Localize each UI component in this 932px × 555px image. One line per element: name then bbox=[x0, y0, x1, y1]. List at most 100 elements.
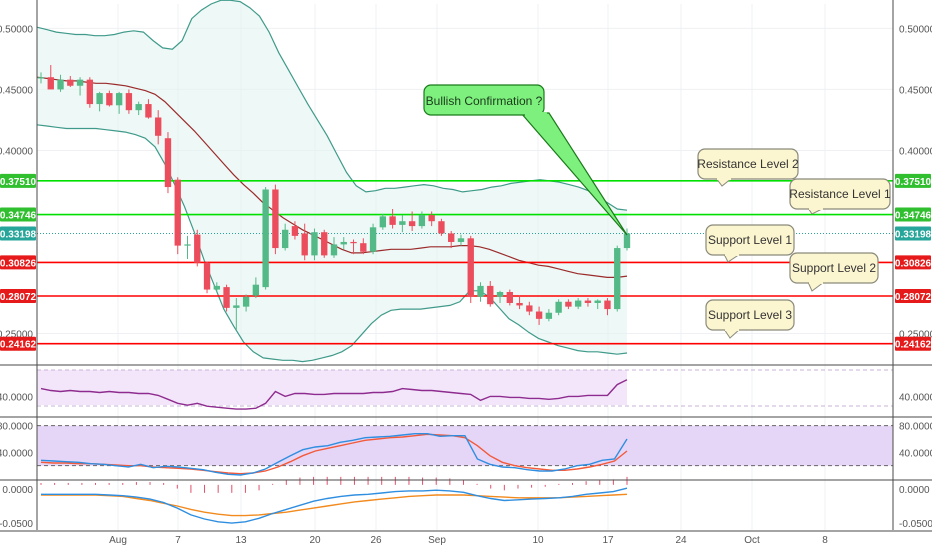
candle bbox=[408, 211, 416, 231]
candle-body bbox=[623, 233, 631, 249]
candle bbox=[360, 238, 367, 255]
candle bbox=[67, 76, 74, 87]
support-level-1-label-join bbox=[725, 252, 739, 256]
indicator2-tick-left: 80.0000 bbox=[0, 422, 33, 433]
last-price-right-tag bbox=[895, 226, 931, 241]
candle-body bbox=[496, 292, 504, 297]
indicator3-tick-right: -0.0500 bbox=[899, 519, 932, 530]
x-tick-label: 13 bbox=[235, 535, 247, 546]
candle-body bbox=[145, 104, 152, 118]
candle bbox=[369, 223, 377, 255]
candle-body bbox=[350, 241, 357, 244]
candle-body bbox=[155, 117, 162, 136]
candle-body bbox=[242, 296, 250, 307]
candle-body bbox=[487, 285, 494, 305]
level-right-2-tag bbox=[895, 255, 931, 270]
indicator1-tick-right: 40.0000 bbox=[899, 392, 932, 403]
level-left-1-tag bbox=[0, 207, 36, 222]
level-left-0-text: 0.37510 bbox=[0, 177, 37, 188]
candle-body bbox=[428, 215, 435, 222]
support-level-1-label-text: Support Level 1 bbox=[708, 233, 792, 247]
candle-body bbox=[115, 93, 123, 106]
last-price-right-text: 0.33198 bbox=[895, 229, 932, 240]
level-left-3-text: 0.28072 bbox=[0, 292, 37, 303]
candles bbox=[37, 65, 631, 330]
candle-body bbox=[555, 301, 562, 313]
candle bbox=[535, 306, 543, 325]
candle bbox=[350, 239, 357, 255]
candle-body bbox=[76, 79, 84, 86]
indicator3-panel-bg bbox=[37, 482, 893, 530]
candle-body bbox=[545, 312, 553, 319]
candle-body bbox=[223, 287, 230, 308]
level-left-0-tag bbox=[0, 173, 36, 188]
resistance-level-2-label-box bbox=[697, 148, 799, 180]
last-price-left-text: 0.33198 bbox=[0, 229, 37, 240]
candle bbox=[125, 89, 133, 114]
candle bbox=[428, 211, 435, 227]
candle-body bbox=[291, 226, 299, 236]
candle bbox=[418, 211, 426, 229]
candle bbox=[477, 282, 484, 302]
candle-body bbox=[506, 292, 513, 303]
candle bbox=[614, 245, 621, 312]
candle-body bbox=[594, 300, 601, 303]
indicator2-d-line bbox=[40, 433, 628, 475]
candle bbox=[242, 294, 250, 312]
level-right-0-text: 0.37510 bbox=[895, 177, 932, 188]
price-tick-left: 0.45000 bbox=[0, 85, 33, 96]
candle bbox=[340, 237, 347, 250]
candle bbox=[526, 301, 533, 316]
indicator1-line bbox=[40, 379, 628, 410]
candle bbox=[496, 290, 504, 303]
candle-body bbox=[184, 244, 191, 246]
candle-body bbox=[164, 138, 172, 188]
candle-body bbox=[584, 300, 592, 303]
price-tick-right: 0.40000 bbox=[899, 146, 932, 157]
x-tick-label: 20 bbox=[309, 535, 321, 546]
candle bbox=[135, 101, 142, 116]
candle bbox=[174, 177, 181, 255]
candle-body bbox=[311, 232, 318, 256]
candle-body bbox=[203, 262, 211, 290]
candle bbox=[281, 223, 289, 251]
x-tick-label: 17 bbox=[602, 535, 614, 546]
candle-body bbox=[272, 189, 279, 249]
level-left-3-tag bbox=[0, 289, 36, 304]
candle bbox=[96, 91, 103, 112]
price-tick-right: 0.50000 bbox=[899, 24, 932, 35]
candle bbox=[379, 213, 387, 230]
candle bbox=[565, 299, 572, 310]
resistance-level-1-label: Resistance Level 1 bbox=[789, 178, 891, 215]
candle bbox=[262, 187, 269, 290]
x-tick-label: 26 bbox=[370, 535, 382, 546]
candle-body bbox=[37, 77, 45, 79]
macd-line bbox=[41, 487, 628, 524]
candle bbox=[37, 72, 45, 84]
indicator2-k-line bbox=[40, 433, 628, 476]
candle bbox=[321, 229, 328, 258]
support-level-2-label: Support Level 2 bbox=[789, 252, 879, 292]
indicator2-band bbox=[37, 425, 893, 466]
x-tick-label: Sep bbox=[428, 535, 446, 546]
candle bbox=[194, 229, 201, 267]
candle bbox=[330, 237, 338, 258]
candle bbox=[76, 77, 84, 96]
candle-body bbox=[408, 221, 416, 227]
candle bbox=[604, 298, 611, 316]
candle-body bbox=[135, 104, 142, 111]
candle-body bbox=[321, 232, 328, 256]
candle-body bbox=[399, 221, 406, 225]
candle-body bbox=[535, 311, 543, 319]
candle-body bbox=[565, 301, 572, 307]
indicator3-tick-left: -0.0500 bbox=[0, 519, 33, 530]
candle-body bbox=[47, 77, 54, 90]
indicator2-tick-right: 80.0000 bbox=[899, 422, 932, 433]
x-tick-label: 10 bbox=[532, 535, 544, 546]
candle bbox=[545, 309, 553, 322]
candle-body bbox=[330, 244, 338, 256]
level-right-0-tag bbox=[895, 173, 931, 188]
support-level-3-label: Support Level 3 bbox=[705, 299, 795, 339]
candle bbox=[594, 299, 601, 310]
